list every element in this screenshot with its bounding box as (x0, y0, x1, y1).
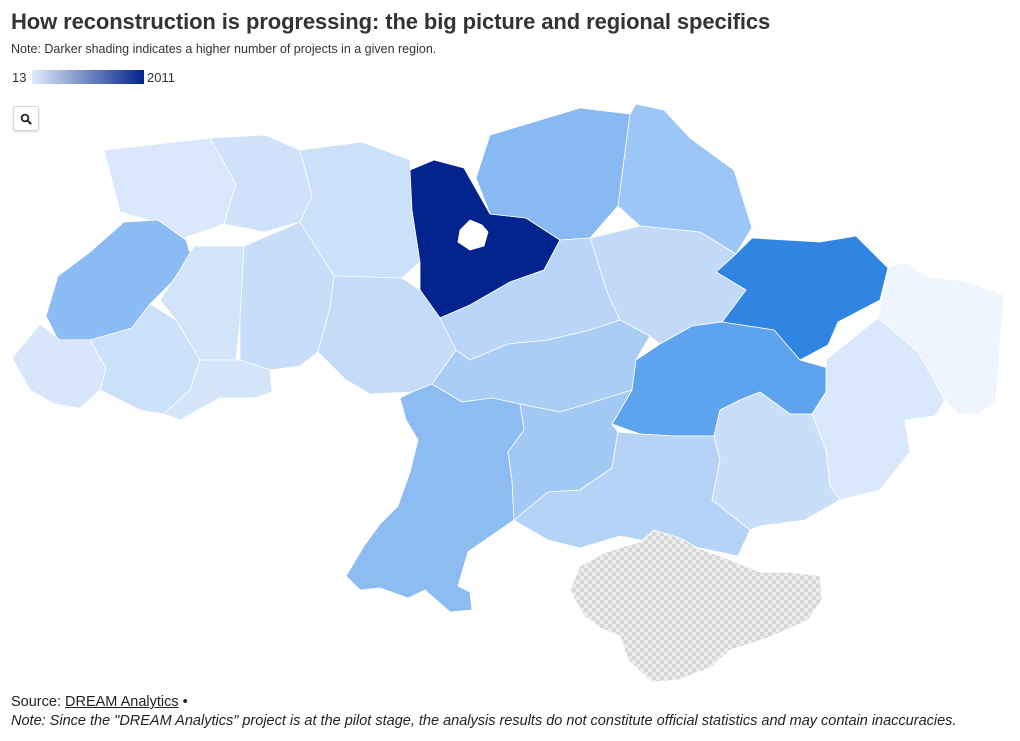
disclaimer-note: Note: Since the "DREAM Analytics" projec… (11, 713, 957, 729)
legend-min-value: 13 (12, 69, 27, 85)
region-crimea[interactable] (569, 529, 823, 683)
map-search-button[interactable] (13, 106, 39, 131)
footer: Source: DREAM Analytics • Note: Since th… (11, 693, 956, 731)
color-legend: 13 2011 (12, 68, 175, 86)
region-zhytomyr[interactable] (299, 141, 421, 279)
source-label: Source: (11, 694, 61, 710)
region-zaporizhzhia[interactable] (711, 391, 841, 531)
region-sumy[interactable] (617, 103, 753, 255)
shading-note: Note: Darker shading indicates a higher … (11, 42, 437, 56)
region-chernivtsi[interactable] (163, 359, 273, 421)
source-line: Source: DREAM Analytics • (11, 693, 956, 712)
region-kherson[interactable] (513, 431, 751, 557)
page-title: How reconstruction is progressing: the b… (11, 9, 771, 34)
source-link[interactable]: DREAM Analytics (65, 694, 179, 710)
legend-gradient-bar (32, 70, 144, 84)
region-odesa[interactable] (345, 383, 525, 613)
region-kyiv-city[interactable] (457, 219, 489, 251)
legend-max-value: 2011 (147, 69, 175, 85)
source-bullet: • (182, 694, 188, 710)
search-icon (20, 113, 32, 125)
region-khmelnytskyi[interactable] (239, 221, 335, 371)
